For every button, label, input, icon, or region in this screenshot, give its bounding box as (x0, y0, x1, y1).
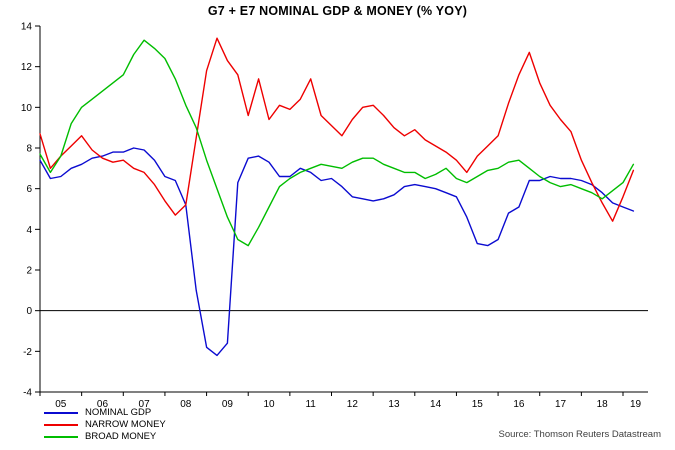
legend-line-swatch-nominal-gdp (44, 412, 78, 414)
series-line-nominal-gdp (39, 147, 635, 357)
tick-label: 14 (430, 399, 442, 410)
tick-label: 14 (21, 22, 33, 33)
legend-label-broad-money: BROAD MONEY (85, 431, 157, 442)
source-credit: Source: Thomson Reuters Datastream (498, 429, 661, 440)
chart-title: G7 + E7 NOMINAL GDP & MONEY (% YOY) (207, 4, 468, 18)
series-line-broad-money (39, 39, 635, 247)
tick-label: 6 (26, 184, 32, 195)
tick-label: 15 (472, 399, 484, 410)
legend-label-narrow-money: NARROW MONEY (85, 419, 166, 430)
tick-label: 13 (388, 399, 400, 410)
tick-label: 07 (139, 399, 151, 410)
tick-label: 16 (513, 399, 525, 410)
tick-label: 0 (26, 306, 32, 317)
tick-label: 4 (26, 225, 32, 236)
legend-label-nominal-gdp: NOMINAL GDP (85, 407, 152, 418)
legend-item-narrow-money: NARROW MONEY (44, 419, 166, 431)
tick-label: 08 (180, 399, 192, 410)
chart-legend: NOMINAL GDP NARROW MONEY BROAD MONEY (44, 407, 166, 443)
legend-item-nominal-gdp: NOMINAL GDP (44, 407, 166, 419)
series-line-narrow-money (39, 37, 635, 222)
legend-item-broad-money: BROAD MONEY (44, 431, 166, 443)
tick-label: 8 (26, 144, 32, 155)
tick-label: 12 (21, 62, 33, 73)
tick-label: 09 (222, 399, 234, 410)
tick-label: 18 (597, 399, 609, 410)
tick-label: 05 (55, 399, 67, 410)
tick-label: 10 (21, 103, 33, 114)
legend-line-swatch-narrow-money (44, 424, 78, 426)
tick-label: -2 (23, 347, 32, 358)
tick-label: 11 (305, 399, 316, 410)
tick-label: 10 (263, 399, 275, 410)
tick-label: 19 (630, 399, 642, 410)
tick-label: 17 (555, 399, 567, 410)
legend-line-swatch-broad-money (44, 436, 78, 438)
tick-label: 12 (347, 399, 359, 410)
tick-label: 2 (26, 266, 32, 277)
tick-label: -4 (23, 388, 32, 399)
tick-label: 06 (97, 399, 109, 410)
